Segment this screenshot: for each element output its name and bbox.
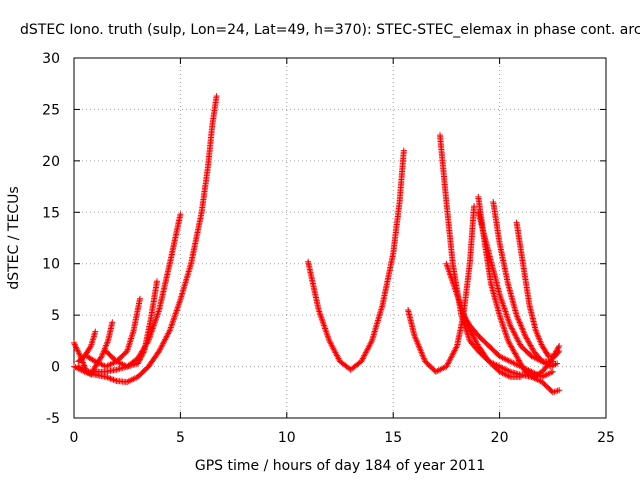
data-point [154,278,160,285]
y-tick-label: 20 [42,154,60,170]
data-point [177,211,184,218]
y-tick-label: 25 [42,102,60,118]
series-0 [71,93,220,385]
data-point [90,366,97,373]
series-14 [475,209,556,365]
data-point [368,339,375,346]
data-point [92,328,99,335]
y-tick-label: 15 [42,205,60,221]
series-2 [102,211,184,370]
x-tick-label: 0 [70,430,79,446]
x-tick-label: 5 [176,430,185,446]
data-point [137,295,143,302]
y-tick-label: 5 [51,308,60,324]
data-point [517,321,524,327]
axis-ticks: 0 5 10 15 20 25 -5 0 5 10 15 20 25 30 [42,51,615,446]
series-6 [305,147,407,373]
data-point [109,319,116,326]
chart-title: dSTEC Iono. truth (sulp, Lon=24, Lat=49,… [20,22,640,38]
data-point [517,373,524,380]
y-tick-label: 10 [42,257,60,273]
data-point [556,343,563,349]
data-point [520,329,527,336]
data-point [556,387,563,394]
data-point [400,147,407,154]
data-point [90,367,97,374]
x-tick-label: 20 [491,430,509,446]
data-point [549,358,556,365]
data-point [471,203,478,210]
series-12 [513,219,563,360]
data-point [554,360,561,367]
y-tick-label: -5 [46,411,60,427]
data-point [213,93,220,100]
x-tick-label: 15 [384,430,402,446]
data-point [515,316,522,323]
series-4 [71,319,116,378]
data-point [166,329,172,335]
grid [74,58,606,418]
data-point [87,344,94,351]
data-point [144,339,151,346]
data-point [549,368,556,375]
data-point [519,325,526,332]
x-axis-label: GPS time / hours of day 184 of year 2011 [195,458,485,474]
x-tick-label: 10 [278,430,296,446]
data-point [88,371,94,378]
x-tick-label: 25 [597,430,615,446]
plot-frame [73,57,607,419]
y-tick-label: 30 [42,51,60,67]
data-points [71,93,563,396]
series-5 [75,328,99,365]
data-point [556,348,563,355]
data-point [97,354,104,361]
y-axis-label: dSTEC / TECUs [6,186,22,289]
y-tick-label: 0 [51,360,60,376]
data-point [555,349,562,356]
series-13 [443,260,524,380]
